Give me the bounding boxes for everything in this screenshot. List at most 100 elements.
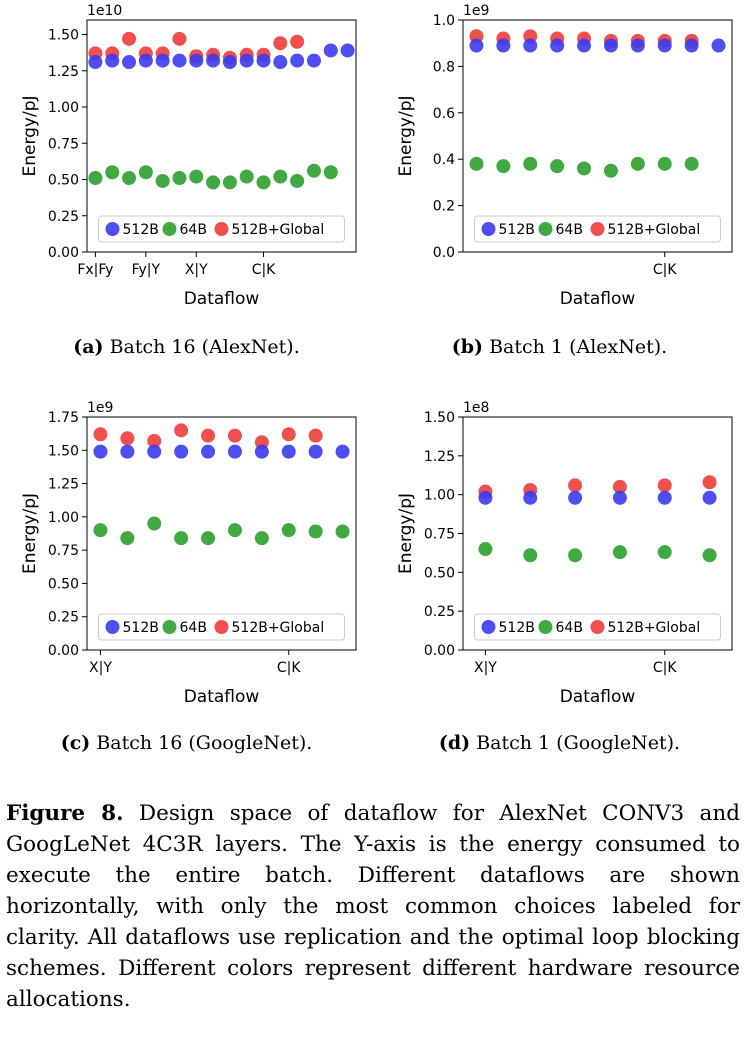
- data-point: [120, 431, 135, 446]
- chart-panel-c: 0.00 0.25 0.50 0.75 1.00 1.25 1.50 1.75 1e9 X|Y C|…: [0, 398, 373, 788]
- y-tick-label: 1.50: [424, 410, 455, 426]
- y-multiplier: 1e10: [87, 3, 122, 19]
- data-point: [568, 548, 583, 563]
- data-point: [711, 38, 726, 53]
- data-point: [138, 53, 153, 68]
- legend-marker: [538, 222, 553, 236]
- data-point: [306, 53, 321, 68]
- data-point: [227, 444, 242, 459]
- legend-marker: [590, 222, 605, 236]
- series-512b-global: [478, 475, 717, 499]
- data-point: [612, 545, 627, 560]
- y-tick-label: 0.75: [48, 136, 79, 152]
- legend-marker: [162, 222, 177, 236]
- y-multiplier: 1e8: [463, 400, 489, 416]
- legend-label: 512B+Global: [232, 620, 325, 636]
- data-point: [147, 433, 162, 448]
- x-tick-label: Fx|Fy: [77, 262, 113, 278]
- subcaption-text: Batch 1 (AlexNet).: [489, 336, 668, 358]
- data-point: [496, 159, 511, 174]
- legend: 512B 64B 512B+Global: [98, 613, 345, 641]
- data-point: [122, 31, 137, 46]
- data-point: [335, 444, 350, 459]
- data-point: [93, 523, 108, 538]
- y-tick-label: 1.00: [48, 510, 79, 526]
- legend-marker: [214, 620, 229, 634]
- legend-label: 64B: [556, 222, 583, 238]
- y-tick-label: 0.00: [48, 643, 79, 659]
- data-point: [702, 490, 717, 505]
- data-point: [206, 175, 221, 190]
- data-point: [120, 444, 135, 459]
- x-tick-label: X|Y: [89, 660, 112, 676]
- y-tick-label: 0.50: [424, 565, 455, 581]
- subcaption-label: (c): [60, 732, 91, 754]
- subcaption-text: Batch 1 (GoogleNet).: [476, 732, 681, 754]
- data-point: [105, 165, 120, 180]
- x-tick-label: X|Y: [474, 660, 497, 676]
- axes-frame: [462, 416, 733, 651]
- data-point: [469, 38, 484, 53]
- series-512b: [469, 38, 726, 53]
- data-point: [603, 38, 618, 53]
- series-64b: [88, 163, 338, 190]
- data-point: [657, 156, 672, 171]
- data-point: [281, 444, 296, 459]
- data-point: [577, 161, 592, 176]
- data-point: [702, 548, 717, 563]
- figure-label: Figure 8.: [6, 801, 124, 826]
- y-tick-label: 0.25: [424, 604, 455, 620]
- data-point: [122, 55, 137, 70]
- y-tick-label: 0.6: [433, 106, 455, 122]
- legend-label: 512B: [123, 222, 159, 238]
- data-point: [290, 34, 305, 49]
- legend-marker: [214, 222, 229, 236]
- data-point: [657, 38, 672, 53]
- data-point: [155, 173, 170, 188]
- data-point: [657, 490, 672, 505]
- data-point: [523, 490, 538, 505]
- figure-caption: Figure 8. Design space of dataflow for A…: [6, 798, 740, 1015]
- legend: 512B 64B 512B+Global: [474, 215, 721, 243]
- subcaption-text: Batch 16 (AlexNet).: [109, 336, 300, 358]
- y-multiplier: 1e9: [87, 400, 113, 416]
- data-point: [93, 444, 108, 459]
- data-point: [308, 428, 323, 443]
- data-point: [281, 523, 296, 538]
- data-point: [323, 165, 338, 180]
- subcaption-label: (d): [438, 732, 471, 754]
- data-point: [174, 531, 189, 546]
- legend-marker: [538, 620, 553, 634]
- legend: 512B 64B 512B+Global: [474, 613, 721, 641]
- data-point: [189, 169, 204, 184]
- axes-frame: [86, 416, 357, 651]
- data-point: [93, 427, 108, 442]
- data-point: [256, 53, 271, 68]
- data-point: [222, 175, 237, 190]
- subcaption-text: Batch 16 (GoogleNet).: [96, 732, 313, 754]
- subcaption-label: (b): [451, 336, 484, 358]
- data-point: [657, 545, 672, 560]
- legend-label: 64B: [180, 222, 207, 238]
- legend-marker: [162, 620, 177, 634]
- data-point: [174, 423, 189, 438]
- subcaption-a: (a) Batch 16 (AlexNet).: [0, 336, 373, 358]
- data-point: [206, 53, 221, 68]
- x-tick-label: C|K: [277, 660, 301, 676]
- legend-marker: [590, 620, 605, 634]
- data-point: [172, 53, 187, 68]
- y-tick-label: 1.50: [48, 443, 79, 459]
- figure-text: Design space of dataflow for AlexNet CON…: [6, 801, 740, 1012]
- legend-label: 64B: [556, 620, 583, 636]
- data-point: [702, 475, 717, 490]
- data-point: [172, 171, 187, 186]
- series-512b-global: [93, 423, 323, 450]
- data-point: [523, 38, 538, 53]
- y-tick-label: 1.0: [433, 13, 455, 29]
- data-point: [273, 55, 288, 70]
- data-point: [577, 38, 592, 53]
- y-tick-label: 1.25: [48, 477, 79, 493]
- data-point: [105, 53, 120, 68]
- data-point: [496, 38, 511, 53]
- data-point: [239, 169, 254, 184]
